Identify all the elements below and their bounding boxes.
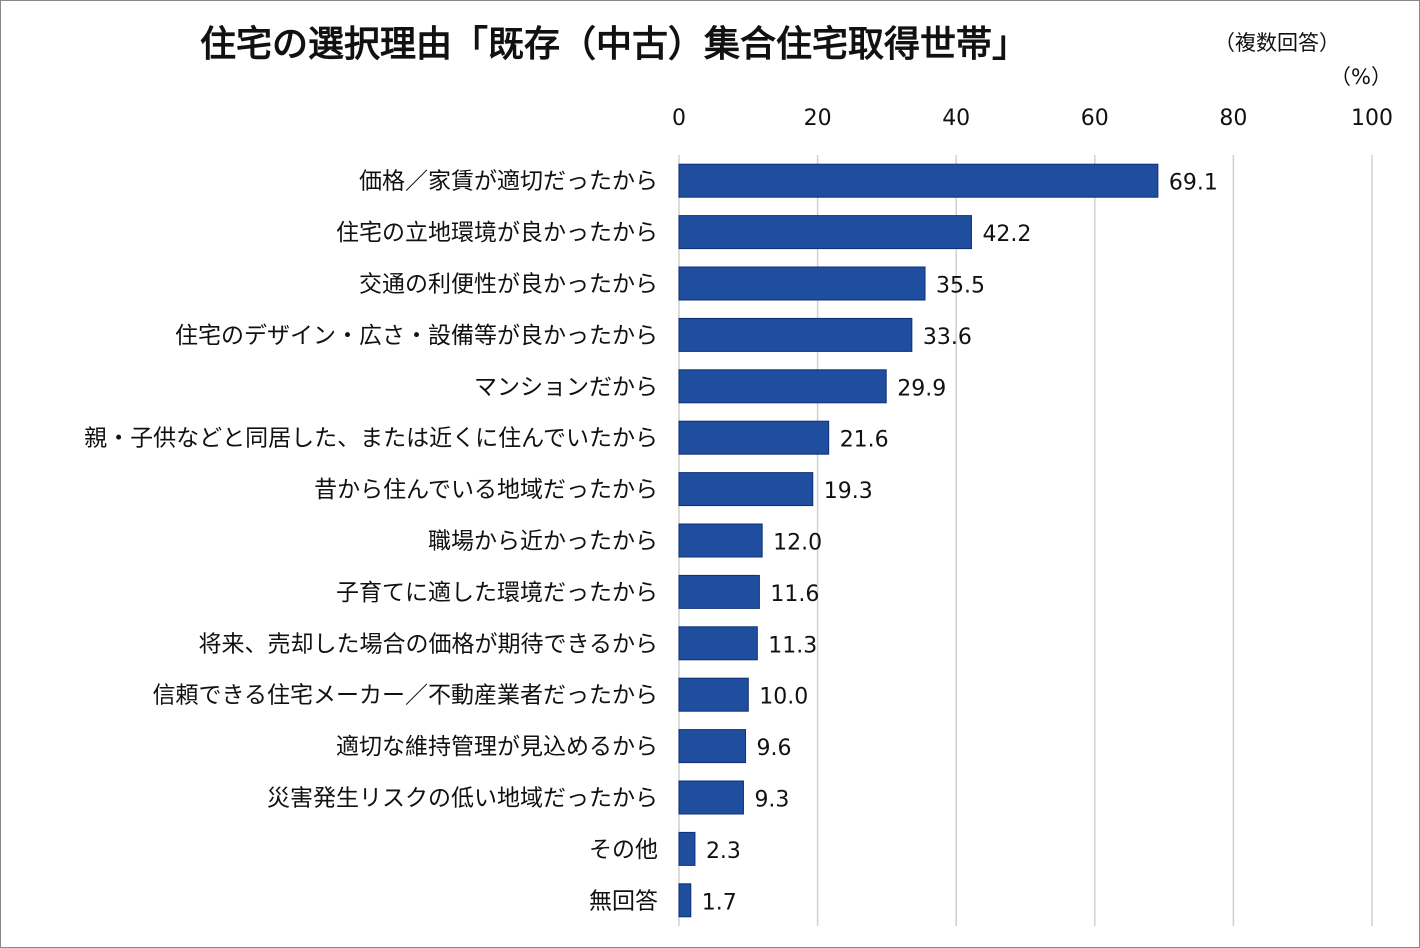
x-tick-label: 20: [804, 106, 832, 131]
bar: [678, 163, 1159, 198]
value-label: 35.5: [936, 274, 985, 299]
bar: [678, 266, 926, 301]
value-label: 9.6: [757, 736, 792, 761]
category-label: 災害発生リスクの低い地域だったから: [267, 786, 658, 812]
value-label: 29.9: [897, 376, 946, 401]
bar: [678, 677, 749, 712]
value-label: 9.3: [754, 788, 789, 813]
category-label: 交通の利便性が良かったから: [359, 272, 658, 298]
bar: [678, 472, 814, 507]
value-label: 69.1: [1169, 171, 1218, 196]
bar: [678, 420, 830, 455]
category-label: 価格／家賃が適切だったから: [359, 169, 658, 195]
category-label: 無回答: [589, 888, 658, 914]
category-label: 昔から住んでいる地域だったから: [314, 477, 658, 503]
value-label: 11.3: [768, 633, 817, 658]
value-label: 11.6: [770, 582, 819, 607]
bar: [678, 574, 760, 609]
value-label: 1.7: [702, 890, 737, 915]
bar: [678, 369, 887, 404]
chart-subtitle: （複数回答）: [1214, 31, 1340, 55]
unit-label: （%）: [1330, 65, 1392, 89]
category-label: 適切な維持管理が見込めるから: [336, 734, 658, 760]
category-label: その他: [589, 837, 658, 863]
category-label: 職場から近かったから: [428, 529, 658, 555]
bar: [678, 626, 758, 661]
x-tick-label: 60: [1081, 106, 1109, 131]
x-tick-label: 80: [1219, 106, 1247, 131]
category-label: 住宅のデザイン・広さ・設備等が良かったから: [175, 323, 658, 349]
bar: [678, 831, 696, 866]
value-label: 2.3: [706, 839, 741, 864]
value-label: 21.6: [840, 428, 889, 453]
chart-title: 住宅の選択理由「既存（中古）集合住宅取得世帯」: [200, 23, 1028, 65]
category-label: 将来、売却した場合の価格が期待できるから: [198, 631, 658, 657]
value-label: 42.2: [982, 222, 1031, 247]
x-tick-label: 40: [942, 106, 970, 131]
category-label: 住宅の立地環境が良かったから: [336, 220, 658, 246]
category-label: 信頼できる住宅メーカー／不動産業者だったから: [152, 683, 658, 709]
value-label: 19.3: [824, 479, 873, 504]
value-label: 10.0: [759, 685, 808, 710]
bar: [678, 883, 692, 918]
value-label: 12.0: [773, 531, 822, 556]
x-tick-label: 100: [1351, 106, 1393, 131]
value-label: 33.6: [923, 325, 972, 350]
bar: [678, 215, 972, 250]
bar: [678, 729, 747, 764]
bar: [678, 317, 913, 352]
category-label: マンションだから: [474, 374, 658, 400]
category-label: 子育てに適した環境だったから: [336, 580, 658, 606]
x-tick-label: 0: [672, 106, 686, 131]
category-label: 親・子供などと同居した、または近くに住んでいたから: [84, 426, 658, 452]
bar: [678, 780, 744, 815]
bar: [678, 523, 763, 558]
